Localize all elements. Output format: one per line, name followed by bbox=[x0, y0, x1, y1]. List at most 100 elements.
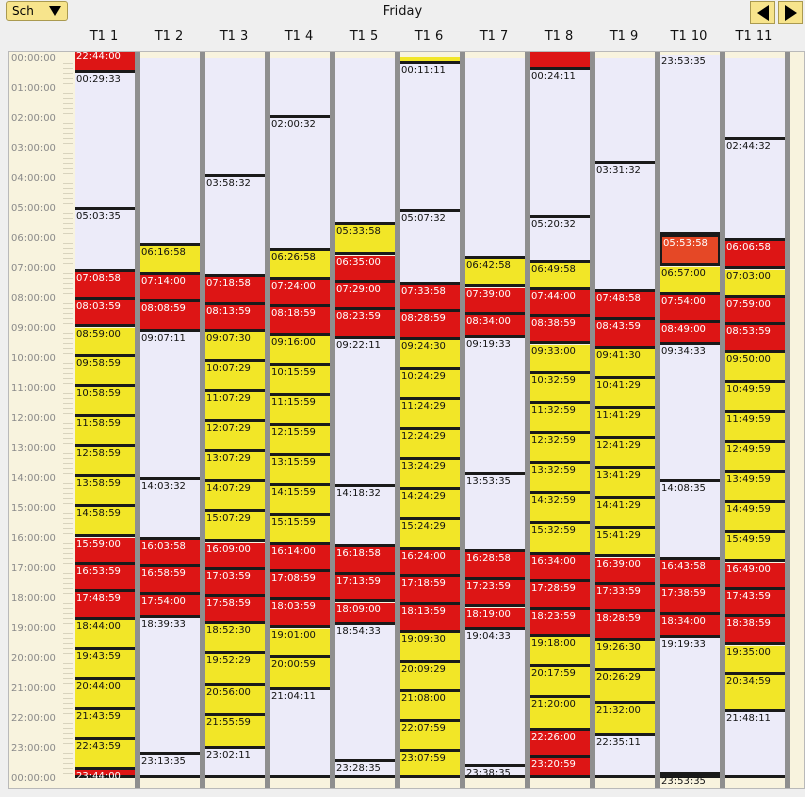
schedule-block[interactable]: 08:08:59 bbox=[140, 302, 200, 332]
schedule-block[interactable]: 02:44:32 bbox=[725, 140, 785, 242]
schedule-block[interactable]: 09:07:11 bbox=[140, 331, 200, 480]
schedule-block[interactable]: 18:03:59 bbox=[270, 599, 330, 629]
schedule-block[interactable]: 08:28:59 bbox=[400, 312, 460, 341]
schedule-block[interactable]: 14:32:59 bbox=[530, 494, 590, 525]
schedule-block[interactable]: 14:03:32 bbox=[140, 479, 200, 540]
schedule-block[interactable]: 12:58:59 bbox=[75, 447, 135, 478]
schedule-block[interactable]: 05:33:58 bbox=[335, 224, 395, 256]
column-scrollbar[interactable] bbox=[395, 52, 400, 788]
schedule-block[interactable] bbox=[205, 58, 265, 178]
schedule-block[interactable]: 05:07:32 bbox=[400, 211, 460, 285]
schedule-block[interactable]: 23:02:11 bbox=[205, 749, 265, 778]
schedule-block[interactable]: 23:53:35 bbox=[660, 54, 720, 235]
schedule-block[interactable] bbox=[465, 58, 525, 260]
schedule-block[interactable]: 11:24:29 bbox=[400, 400, 460, 431]
schedule-block[interactable]: 08:03:59 bbox=[75, 299, 135, 328]
schedule-block[interactable]: 12:15:59 bbox=[270, 425, 330, 456]
schedule-block[interactable]: 08:49:00 bbox=[660, 322, 720, 346]
schedule-block[interactable]: 17:58:59 bbox=[205, 597, 265, 625]
schedule-block[interactable]: 18:19:00 bbox=[465, 607, 525, 631]
schedule-block[interactable]: 07:08:58 bbox=[75, 272, 135, 300]
schedule-block[interactable]: 16:39:00 bbox=[595, 557, 655, 585]
schedule-block[interactable]: 14:24:29 bbox=[400, 490, 460, 521]
schedule-block[interactable]: 22:44:00 bbox=[75, 52, 135, 73]
column-scrollbar[interactable] bbox=[460, 52, 465, 788]
schedule-block[interactable]: 17:33:59 bbox=[595, 584, 655, 613]
schedule-block[interactable]: 19:52:29 bbox=[205, 654, 265, 686]
schedule-block[interactable]: 19:09:30 bbox=[400, 632, 460, 663]
schedule-block[interactable]: 00:24:11 bbox=[530, 70, 590, 219]
schedule-block[interactable]: 09:16:00 bbox=[270, 336, 330, 366]
schedule-block[interactable]: 21:04:11 bbox=[270, 690, 330, 778]
schedule-block[interactable]: 15:32:59 bbox=[530, 524, 590, 555]
column-scrollbar[interactable] bbox=[330, 52, 335, 788]
schedule-block[interactable]: 18:52:30 bbox=[205, 624, 265, 655]
schedule-block[interactable] bbox=[530, 52, 590, 71]
schedule-block[interactable]: 18:28:59 bbox=[595, 612, 655, 642]
schedule-block[interactable]: 21:32:00 bbox=[595, 704, 655, 736]
schedule-block[interactable]: 07:44:00 bbox=[530, 290, 590, 318]
schedule-block[interactable]: 09:41:30 bbox=[595, 348, 655, 379]
schedule-block[interactable]: 22:26:00 bbox=[530, 731, 590, 759]
column-scrollbar[interactable] bbox=[655, 52, 660, 788]
schedule-block[interactable]: 13:49:59 bbox=[725, 472, 785, 503]
schedule-block[interactable]: 07:29:00 bbox=[335, 282, 395, 310]
schedule-block[interactable]: 06:35:00 bbox=[335, 255, 395, 283]
schedule-block[interactable]: 20:44:00 bbox=[75, 680, 135, 710]
schedule-block[interactable]: 14:49:59 bbox=[725, 502, 785, 533]
schedule-block[interactable]: 23:53:35 bbox=[660, 774, 720, 787]
schedule-block[interactable]: 17:48:59 bbox=[75, 592, 135, 620]
column-scrollbar[interactable] bbox=[135, 52, 140, 788]
schedule-block[interactable]: 14:18:32 bbox=[335, 487, 395, 548]
schedule-block[interactable]: 23:20:59 bbox=[530, 758, 590, 778]
schedule-block[interactable]: 15:24:29 bbox=[400, 520, 460, 550]
schedule-block[interactable]: 05:03:35 bbox=[75, 209, 135, 273]
schedule-block[interactable]: 14:08:35 bbox=[660, 482, 720, 560]
schedule-block[interactable]: 00:29:33 bbox=[75, 72, 135, 210]
schedule-block[interactable]: 17:13:59 bbox=[335, 574, 395, 603]
schedule-block[interactable]: 10:15:59 bbox=[270, 365, 330, 396]
schedule-block[interactable]: 19:19:33 bbox=[660, 637, 720, 775]
schedule-block[interactable]: 23:28:35 bbox=[335, 762, 395, 778]
schedule-block[interactable]: 09:07:30 bbox=[205, 331, 265, 362]
column-scrollbar[interactable] bbox=[200, 52, 205, 788]
schedule-block[interactable]: 12:32:59 bbox=[530, 434, 590, 465]
schedule-block[interactable]: 19:01:00 bbox=[270, 628, 330, 659]
schedule-block[interactable]: 08:43:59 bbox=[595, 319, 655, 349]
schedule-block[interactable]: 07:33:58 bbox=[400, 284, 460, 313]
schedule-block[interactable]: 21:48:11 bbox=[725, 712, 785, 778]
schedule-block[interactable]: 12:24:29 bbox=[400, 430, 460, 461]
schedule-block[interactable]: 06:49:58 bbox=[530, 262, 590, 290]
schedule-block[interactable]: 18:09:00 bbox=[335, 602, 395, 626]
schedule-block[interactable]: 20:17:59 bbox=[530, 666, 590, 698]
schedule-block[interactable]: 11:41:29 bbox=[595, 408, 655, 439]
schedule-block[interactable]: 20:09:29 bbox=[400, 662, 460, 692]
schedule-block[interactable]: 17:28:59 bbox=[530, 582, 590, 610]
schedule-block[interactable]: 13:32:59 bbox=[530, 464, 590, 495]
schedule-block[interactable]: 17:38:59 bbox=[660, 587, 720, 615]
schedule-block[interactable]: 16:24:00 bbox=[400, 550, 460, 578]
schedule-block[interactable]: 09:22:11 bbox=[335, 339, 395, 488]
schedule-block[interactable]: 20:56:00 bbox=[205, 686, 265, 716]
column-scrollbar[interactable] bbox=[265, 52, 270, 788]
schedule-block[interactable]: 22:07:59 bbox=[400, 721, 460, 752]
schedule-block[interactable]: 16:34:00 bbox=[530, 555, 590, 583]
schedule-block[interactable] bbox=[595, 58, 655, 164]
schedule-block[interactable] bbox=[335, 58, 395, 225]
schedule-block[interactable]: 13:15:59 bbox=[270, 455, 330, 486]
schedule-block[interactable]: 13:53:35 bbox=[465, 474, 525, 553]
schedule-block[interactable]: 16:14:00 bbox=[270, 545, 330, 573]
schedule-block[interactable]: 13:07:29 bbox=[205, 451, 265, 482]
schedule-block[interactable]: 17:03:59 bbox=[205, 569, 265, 598]
schedule-block[interactable]: 19:26:30 bbox=[595, 641, 655, 672]
schedule-block[interactable]: 16:28:58 bbox=[465, 552, 525, 580]
schedule-block[interactable]: 07:48:58 bbox=[595, 292, 655, 320]
schedule-block[interactable]: 16:09:00 bbox=[205, 542, 265, 570]
schedule-block[interactable]: 22:35:11 bbox=[595, 735, 655, 778]
schedule-block[interactable]: 08:38:59 bbox=[530, 317, 590, 345]
schedule-block[interactable]: 08:34:00 bbox=[465, 315, 525, 338]
schedule-block[interactable]: 10:32:59 bbox=[530, 374, 590, 405]
schedule-block[interactable]: 06:42:58 bbox=[465, 259, 525, 288]
schedule-block[interactable]: 09:58:59 bbox=[75, 357, 135, 388]
schedule-block[interactable]: 09:24:30 bbox=[400, 340, 460, 371]
